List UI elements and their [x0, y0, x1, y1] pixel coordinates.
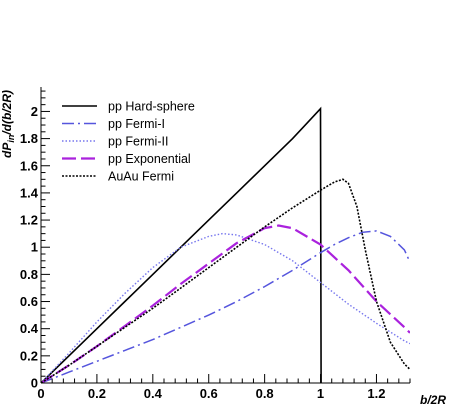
- y-axis-title: dPin/d(b/2R): [0, 90, 16, 158]
- legend-label-pp-exponential: pp Exponential: [108, 152, 191, 166]
- x-axis-title: b/2R: [420, 393, 446, 407]
- series-line-pp-fermi-i: [41, 230, 410, 383]
- legend: pp Hard-sphere pp Fermi-I pp Fermi-II pp Ex…: [62, 100, 195, 184]
- axes-layer: [40, 87, 411, 384]
- series-line-auau-fermi: [41, 178, 410, 383]
- series-line-pp-hard-sphere: [41, 106, 322, 383]
- y-tick-label: 1: [31, 240, 38, 255]
- series-line-pp-fermi-ii: [41, 232, 410, 383]
- legend-label-pp-fermi-i: pp Fermi-I: [108, 117, 165, 131]
- x-tick-label: 0.8: [256, 386, 274, 401]
- x-tick-label: 0: [37, 386, 44, 401]
- y-tick-label: 1.4: [20, 185, 39, 200]
- legend-label-pp-fermi-ii: pp Fermi-II: [108, 135, 168, 149]
- y-tick-label: 0.6: [20, 294, 38, 309]
- y-tick-label: 1.6: [20, 158, 38, 173]
- y-tick-label: 2: [31, 104, 38, 119]
- x-tick-label: 0.6: [200, 386, 218, 401]
- x-tick-label: 0.4: [144, 386, 163, 401]
- legend-label-auau-fermi: AuAu Fermi: [108, 170, 174, 184]
- tick-labels-layer: 0 0.2 0.4 0.6 0.8 1 1.2 0 0.2 0.4 0.6 0.8 1 1.2 1.4 1.6…: [20, 104, 386, 401]
- y-tick-label: 0: [31, 376, 38, 391]
- series-line-pp-exponential: [41, 224, 410, 383]
- x-tick-label: 0.2: [88, 386, 106, 401]
- x-tick-label: 1.2: [367, 386, 385, 401]
- x-tick-label: 1: [317, 386, 324, 401]
- y-tick-label: 1.2: [20, 213, 38, 228]
- curves-layer: [41, 106, 410, 383]
- y-tick-label: 0.4: [20, 321, 39, 336]
- y-tick-label: 0.8: [20, 267, 38, 282]
- legend-label-pp-hard-sphere: pp Hard-sphere: [108, 100, 195, 114]
- y-tick-label: 0.2: [20, 348, 38, 363]
- y-tick-label: 1.8: [20, 131, 38, 146]
